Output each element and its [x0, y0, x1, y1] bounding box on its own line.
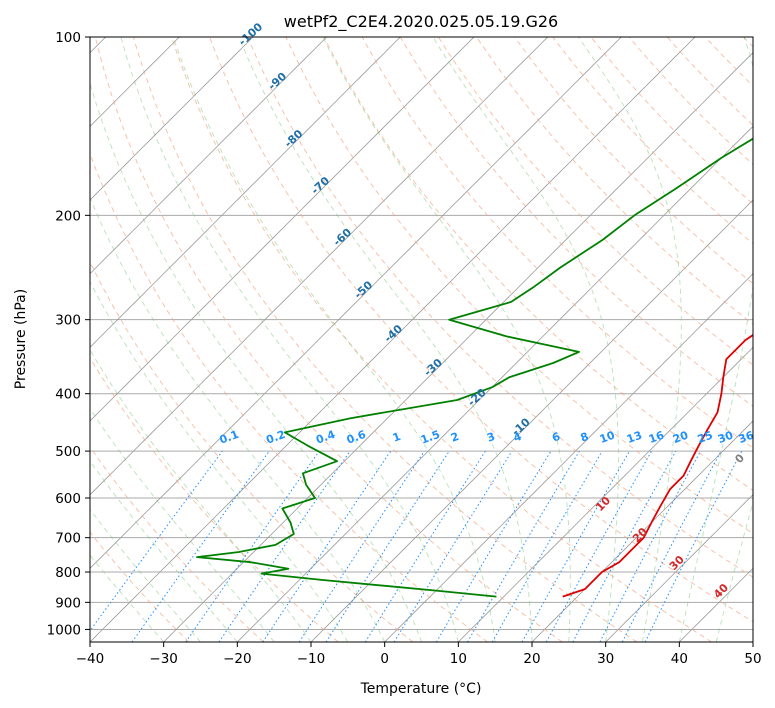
temperature-profile — [562, 333, 753, 598]
moist-adiabat — [90, 196, 386, 642]
moist-adiabat — [90, 349, 312, 642]
y-tick-label: 300 — [55, 313, 81, 329]
mixing-ratio-label: 0.6 — [345, 428, 368, 447]
dewpoint-profile — [196, 137, 753, 598]
dry-adiabat — [361, 37, 753, 449]
dry-adiabat — [94, 37, 563, 642]
isotherm-line — [605, 494, 753, 642]
isotherm-line — [90, 37, 254, 201]
y-axis-label: Pressure (hPa) — [13, 289, 29, 389]
dry-adiabat — [209, 37, 753, 623]
mixing-ratio-label: 3 — [485, 430, 497, 445]
x-tick-label: 50 — [744, 651, 761, 667]
dry-adiabat — [438, 37, 753, 366]
x-tick-label: 40 — [671, 651, 688, 667]
dry-adiabat — [323, 37, 753, 491]
mixing-ratio-line — [218, 450, 351, 642]
mixing-ratio-label: 13 — [625, 429, 644, 446]
dry-adiabat — [90, 531, 190, 642]
isotherm-line — [90, 37, 475, 422]
x-axis-ticks: −40 −30 −20 −10 0 10 20 30 40 50 — [76, 642, 762, 667]
isotherm-line — [531, 420, 753, 642]
mixing-ratio-label: 10 — [598, 428, 617, 446]
y-tick-label: 100 — [55, 30, 81, 46]
dry-adiabat — [132, 37, 638, 642]
moist-adiabat — [678, 37, 753, 642]
mixing-ratio-label: 20 — [671, 428, 690, 446]
y-tick-label: 1000 — [47, 622, 81, 638]
isotherm-line — [90, 37, 622, 569]
y-tick-label: 400 — [55, 387, 81, 403]
x-tick-label: 0 — [380, 651, 389, 667]
y-tick-label: 200 — [55, 208, 81, 224]
moist-adiabat — [172, 37, 496, 642]
isotherm-line — [90, 37, 548, 496]
mixing-ratio-line — [185, 450, 320, 642]
mixing-ratio-line — [644, 450, 743, 642]
mixing-ratio-label: 0.1 — [218, 428, 241, 447]
mixing-ratio-label: 1.5 — [419, 428, 442, 447]
x-tick-label: 20 — [523, 651, 540, 667]
mixing-ratio-line — [131, 450, 270, 642]
mixing-ratio-label: 30 — [716, 428, 735, 446]
y-tick-label: 700 — [55, 531, 81, 547]
isotherm-line — [90, 37, 327, 275]
sounding-series — [196, 137, 753, 598]
mixing-ratio-label: 16 — [647, 428, 666, 446]
x-tick-label: −30 — [149, 651, 178, 667]
background-lines — [90, 37, 753, 642]
mixing-ratio-line — [262, 450, 392, 642]
mixing-ratio-line — [325, 450, 450, 642]
mixing-ratio-line — [521, 450, 630, 642]
moist-adiabat — [90, 81, 422, 642]
isotherm-line — [237, 125, 753, 642]
isotherm-line — [384, 273, 753, 642]
moist-adiabat — [432, 37, 619, 642]
isotherm-line — [90, 37, 401, 348]
mixing-ratio-line — [545, 450, 653, 642]
dry-adiabat — [285, 37, 753, 534]
mixing-ratio-label: 6 — [550, 430, 562, 445]
mixing-ratio-line — [298, 450, 425, 642]
mixing-ratio-line — [572, 450, 677, 642]
y-tick-label: 800 — [55, 565, 81, 581]
isotherm-line — [163, 52, 753, 642]
mixing-ratio-line — [393, 450, 513, 642]
mixing-ratio-line — [90, 450, 223, 632]
dry-adiabat — [399, 37, 753, 407]
x-tick-label: −40 — [76, 651, 105, 667]
mixing-ratio-label: 8 — [579, 430, 591, 445]
y-axis-ticks: 100 200 300 400 500 600 700 800 900 1000 — [47, 30, 90, 638]
mixing-ratio-label: 0.4 — [314, 428, 337, 447]
isotherm-line — [458, 346, 753, 642]
moist-adiabat — [578, 37, 682, 642]
x-tick-label: −20 — [223, 651, 252, 667]
chart-title: wetPf2_C2E4.2020.025.05.19.G26 — [284, 12, 558, 32]
y-tick-label: 500 — [55, 444, 81, 460]
y-tick-label: 900 — [55, 595, 81, 611]
y-tick-label: 600 — [55, 491, 81, 507]
moist-adiabat — [238, 37, 533, 642]
dry-adiabat — [90, 261, 414, 642]
mixing-ratio-label: 1 — [391, 430, 403, 445]
x-tick-label: −10 — [297, 651, 326, 667]
mixing-ratio-label: 2 — [449, 430, 461, 445]
plot-frame — [89, 36, 754, 643]
mixing-ratio-label: 36 — [737, 428, 756, 446]
mixing-ratio-label: 0.2 — [264, 428, 287, 447]
dry-adiabat — [90, 356, 339, 642]
isotherm-line — [752, 641, 753, 642]
mixing-ratio-label: 4 — [512, 430, 524, 445]
x-tick-label: 10 — [450, 651, 467, 667]
x-tick-label: 30 — [597, 651, 614, 667]
mixing-ratio-label: 25 — [696, 429, 715, 446]
dry-adiabat — [247, 37, 753, 578]
plot-background — [90, 37, 753, 642]
x-axis-label: Temperature (°C) — [360, 681, 482, 697]
